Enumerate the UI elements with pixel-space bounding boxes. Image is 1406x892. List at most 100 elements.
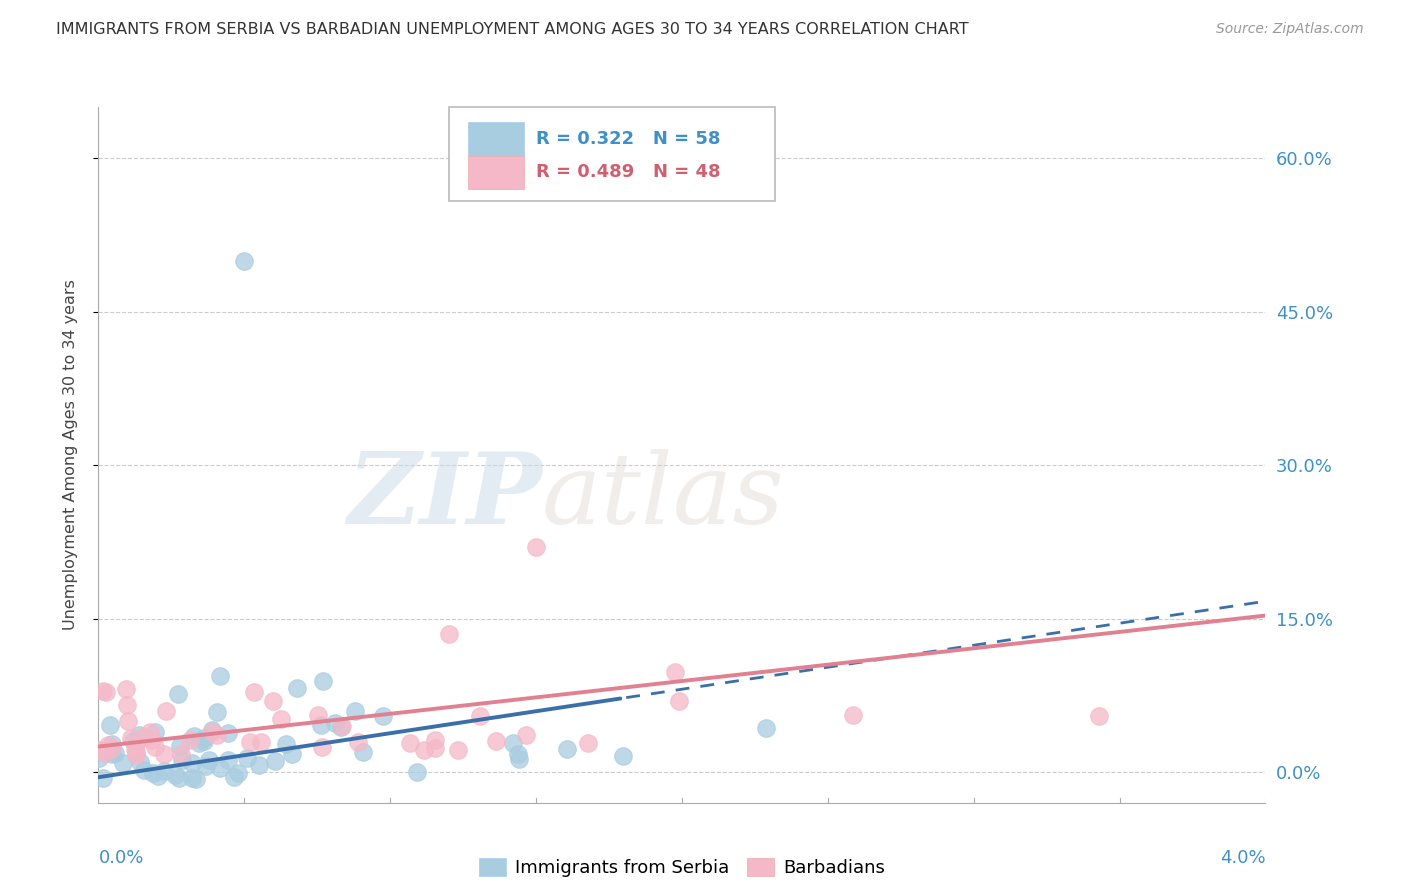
- Point: [142, 765, 165, 780]
- Point: [141, 733, 163, 747]
- Point: [129, 755, 152, 769]
- Point: [146, 769, 169, 783]
- Point: [121, 731, 143, 746]
- Point: [217, 753, 239, 767]
- Point: [172, 753, 194, 767]
- Point: [311, 740, 333, 755]
- Point: [153, 747, 176, 761]
- Point: [515, 728, 537, 742]
- Point: [124, 743, 146, 757]
- Point: [101, 741, 124, 756]
- Point: [169, 771, 191, 785]
- Point: [143, 740, 166, 755]
- Point: [201, 723, 224, 737]
- Y-axis label: Unemployment Among Ages 30 to 34 years: Unemployment Among Ages 30 to 34 years: [63, 279, 77, 631]
- Text: 4.0%: 4.0%: [1220, 849, 1265, 867]
- Point: [91, 684, 114, 698]
- Point: [112, 756, 135, 771]
- Point: [307, 708, 329, 723]
- Point: [576, 736, 599, 750]
- Point: [179, 732, 201, 747]
- Point: [664, 665, 686, 679]
- Point: [413, 743, 436, 757]
- Point: [193, 733, 215, 747]
- Point: [468, 709, 491, 723]
- Point: [226, 765, 249, 780]
- Point: [89, 743, 111, 757]
- Point: [236, 751, 259, 765]
- Point: [125, 738, 148, 752]
- Point: [406, 765, 429, 780]
- Point: [263, 754, 285, 768]
- Point: [239, 735, 262, 749]
- Point: [117, 714, 139, 728]
- Point: [217, 726, 239, 740]
- Point: [250, 735, 273, 749]
- Point: [180, 756, 202, 770]
- Point: [115, 682, 138, 697]
- Text: R = 0.322   N = 58: R = 0.322 N = 58: [536, 130, 720, 148]
- Point: [209, 761, 232, 775]
- Point: [555, 741, 578, 756]
- Point: [98, 718, 121, 732]
- Text: ZIP: ZIP: [347, 449, 541, 545]
- Point: [437, 627, 460, 641]
- FancyBboxPatch shape: [468, 122, 524, 156]
- Point: [373, 709, 395, 723]
- Point: [128, 728, 150, 742]
- Point: [87, 751, 110, 765]
- Point: [207, 728, 229, 742]
- Legend: Immigrants from Serbia, Barbadians: Immigrants from Serbia, Barbadians: [471, 850, 893, 884]
- Point: [139, 724, 162, 739]
- Point: [167, 687, 190, 701]
- Point: [274, 737, 297, 751]
- Point: [117, 698, 139, 712]
- Point: [91, 771, 114, 785]
- Point: [134, 763, 156, 777]
- Point: [309, 717, 332, 731]
- Point: [198, 753, 221, 767]
- Point: [312, 673, 335, 688]
- Point: [524, 540, 547, 554]
- Text: atlas: atlas: [541, 449, 785, 544]
- Point: [201, 724, 224, 739]
- Point: [502, 735, 524, 749]
- Point: [208, 669, 231, 683]
- Point: [508, 747, 530, 761]
- Point: [1088, 708, 1111, 723]
- Point: [155, 704, 177, 718]
- Point: [842, 708, 865, 723]
- Point: [281, 747, 304, 762]
- Point: [270, 712, 292, 726]
- Point: [188, 736, 211, 750]
- Point: [347, 735, 370, 749]
- Point: [612, 748, 634, 763]
- Point: [222, 770, 245, 784]
- Point: [262, 694, 284, 708]
- Point: [104, 746, 127, 760]
- Point: [94, 747, 117, 761]
- Point: [447, 743, 470, 757]
- Point: [233, 253, 256, 268]
- Point: [94, 685, 117, 699]
- Text: IMMIGRANTS FROM SERBIA VS BARBADIAN UNEMPLOYMENT AMONG AGES 30 TO 34 YEARS CORRE: IMMIGRANTS FROM SERBIA VS BARBADIAN UNEM…: [56, 22, 969, 37]
- Point: [425, 732, 447, 747]
- Point: [508, 752, 530, 766]
- Point: [101, 737, 124, 751]
- Point: [330, 718, 353, 732]
- Point: [398, 736, 420, 750]
- Point: [247, 758, 270, 772]
- Point: [668, 694, 690, 708]
- Point: [425, 741, 447, 756]
- Text: R = 0.489   N = 48: R = 0.489 N = 48: [536, 163, 721, 181]
- Point: [352, 745, 374, 759]
- Point: [205, 705, 228, 719]
- Point: [181, 771, 204, 785]
- Point: [97, 738, 120, 752]
- FancyBboxPatch shape: [449, 107, 775, 201]
- Text: 0.0%: 0.0%: [98, 849, 143, 867]
- Point: [125, 745, 148, 759]
- FancyBboxPatch shape: [468, 156, 524, 189]
- Point: [100, 747, 122, 762]
- Point: [323, 715, 346, 730]
